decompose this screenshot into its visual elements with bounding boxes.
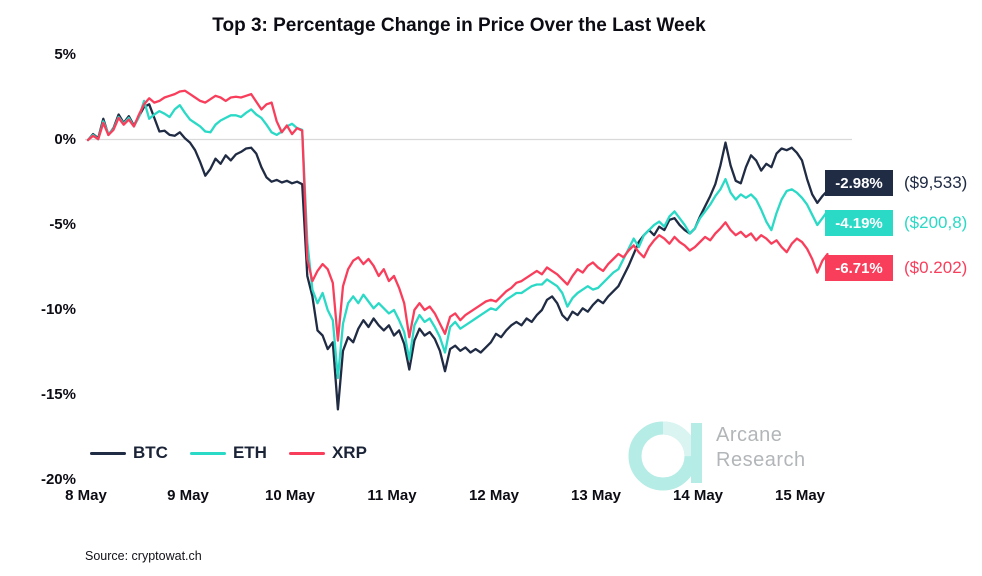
x-tick-label: 10 May [264, 487, 316, 504]
chart-title: Top 3: Percentage Change in Price Over t… [212, 15, 706, 36]
eth-change-badge: -4.19% [825, 210, 893, 236]
x-tick-label: 14 May [672, 487, 724, 504]
legend-swatch-btc [90, 451, 126, 455]
xrp-price-label: ($0.202) [904, 258, 968, 277]
legend-label: XRP [331, 443, 367, 462]
y-tick-label: -20% [40, 470, 76, 488]
x-tick-label: 9 May [167, 487, 209, 504]
arcane-research-logo: Arcane Research [626, 417, 806, 493]
xrp-line [86, 89, 829, 342]
arcane-logo-icon [628, 421, 702, 491]
legend-label: ETH [232, 443, 267, 462]
x-tick-label: 12 May [468, 487, 520, 504]
legend-swatch-eth [189, 451, 226, 455]
btc-line [86, 103, 829, 411]
legend-label: BTC [133, 443, 168, 462]
arcane-research-wordmark: Arcane Research [716, 423, 806, 473]
eth-end-label: -4.19% ($200,8) [825, 210, 967, 236]
logo-bar [691, 423, 702, 483]
legend-item-xrp: XRP [288, 443, 367, 463]
legend-item-eth: ETH [189, 443, 267, 463]
btc-change-badge: -2.98% [825, 170, 893, 196]
chart-legend: BTC ETH XRP [90, 443, 367, 463]
logo-line1: Arcane [716, 424, 783, 446]
source-caption: Source: cryptowat.ch [85, 549, 202, 563]
y-tick-label: 5% [54, 45, 76, 63]
x-tick-label: 13 May [570, 487, 622, 504]
x-tick-label: 11 May [367, 487, 417, 504]
x-tick-label: 15 May [774, 487, 826, 504]
xrp-change-badge: -6.71% [825, 255, 893, 281]
y-tick-label: -5% [49, 215, 76, 233]
xrp-end-label: -6.71% ($0.202) [825, 255, 967, 281]
x-tick-label: 8 May [65, 487, 107, 504]
y-tick-label: 0% [54, 130, 76, 148]
btc-end-label: -2.98% ($9,533) [825, 170, 967, 196]
legend-swatch-xrp [288, 451, 325, 455]
btc-price-label: ($9,533) [904, 173, 968, 192]
logo-line2: Research [716, 449, 806, 471]
eth-price-label: ($200,8) [904, 213, 968, 232]
y-tick-label: -15% [40, 385, 76, 403]
y-axis-labels: 5% 0% -5% -10% -15% -20% [0, 0, 76, 576]
y-tick-label: -10% [40, 300, 76, 318]
eth-line [86, 99, 829, 380]
legend-item-btc: BTC [90, 443, 168, 463]
